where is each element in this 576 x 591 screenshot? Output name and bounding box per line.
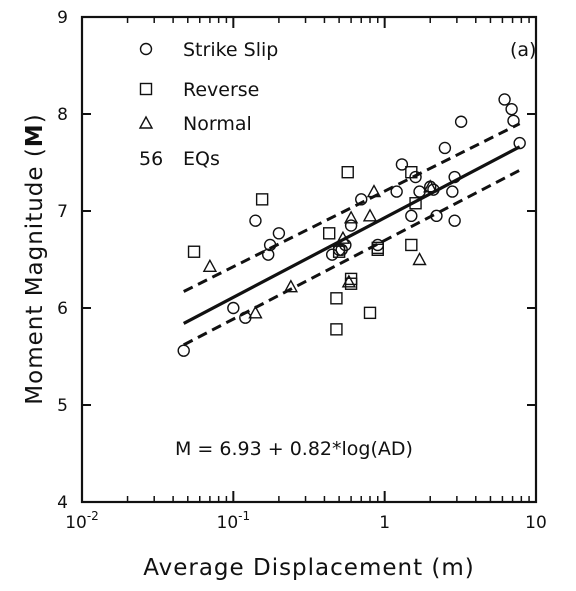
panel-label: (a)	[510, 39, 536, 61]
y-tick-label: 6	[57, 299, 68, 319]
y-tick-label: 8	[57, 105, 68, 125]
strike-slip-point	[390, 185, 403, 198]
reverse-point	[255, 193, 269, 206]
strike-slip-point	[405, 209, 418, 223]
y-axis-title: Moment Magnitude (M)	[22, 113, 48, 404]
plot-frame	[80, 15, 538, 504]
strike-slip-point	[395, 158, 409, 171]
y-tick-label: 5	[57, 396, 68, 416]
normal-point	[423, 179, 438, 193]
strike-slip-point	[272, 227, 286, 240]
y-tick-label: 7	[57, 202, 68, 222]
strike-slip-point	[498, 93, 511, 106]
legend-marker-circle	[139, 42, 153, 56]
reverse-point	[332, 245, 346, 258]
strike-slip-point	[249, 214, 262, 227]
x-tick-label: 1	[379, 513, 390, 533]
normal-point	[202, 258, 218, 272]
strike-slip-point	[227, 301, 240, 315]
strike-slip-point	[430, 209, 443, 223]
x-axis-title: Average Displacement (m)	[143, 555, 475, 581]
confidence-bound-lower	[183, 168, 521, 347]
normal-point	[248, 305, 263, 319]
legend-marker-square	[139, 82, 153, 96]
reverse-point	[330, 292, 343, 305]
y-tick-label: 4	[57, 493, 68, 513]
normal-point	[283, 279, 299, 293]
normal-point	[335, 230, 351, 244]
normal-point	[366, 184, 382, 198]
strike-slip-point	[413, 185, 426, 198]
reverse-point	[341, 165, 354, 179]
legend: Strike Slip Reverse Normal 56 EQs	[138, 39, 278, 170]
normal-point	[343, 210, 359, 224]
reverse-point	[409, 197, 422, 210]
y-tick-label: 9	[57, 8, 68, 28]
legend-count-label: EQs	[183, 148, 220, 170]
confidence-bounds	[183, 122, 521, 347]
strike-slip-point	[339, 238, 352, 252]
strike-slip-point	[513, 136, 526, 150]
legend-label-strike-slip: Strike Slip	[183, 39, 278, 61]
legend-label-normal: Normal	[183, 113, 252, 135]
strike-slip-point	[344, 219, 358, 232]
data-points	[177, 93, 526, 357]
x-tick-label: 10-2	[65, 509, 99, 533]
reverse-point	[187, 245, 201, 258]
regression-line	[182, 145, 521, 325]
reverse-point	[363, 306, 377, 320]
strike-slip-point	[448, 214, 461, 227]
legend-count-value: 56	[139, 148, 163, 170]
reverse-point	[405, 238, 418, 252]
strike-slip-point	[454, 115, 468, 128]
x-axis-ticks: 10-2 10-1 1 10	[65, 17, 547, 533]
regression-equation: M = 6.93 + 0.82*log(AD)	[175, 438, 413, 460]
reverse-point	[322, 227, 336, 240]
legend-marker-triangle	[138, 115, 154, 129]
normal-point	[341, 274, 357, 288]
strike-slip-point	[505, 102, 518, 116]
normal-point	[362, 208, 378, 222]
strike-slip-point	[263, 238, 277, 252]
reverse-point	[371, 241, 384, 255]
legend-label-reverse: Reverse	[183, 79, 259, 101]
strike-slip-point	[448, 170, 461, 184]
strike-slip-point	[438, 141, 452, 155]
reverse-point	[330, 323, 343, 336]
strike-slip-point	[446, 185, 459, 198]
x-tick-label: 10	[525, 513, 547, 533]
strike-slip-point	[177, 344, 190, 357]
regression-fit	[182, 145, 521, 325]
reverse-point	[405, 165, 418, 179]
normal-point	[412, 252, 427, 266]
confidence-bound-upper	[183, 122, 521, 293]
strike-slip-point	[507, 114, 520, 127]
reverse-point	[344, 272, 358, 286]
strike-slip-point	[355, 193, 368, 206]
strike-slip-point	[427, 183, 440, 196]
x-tick-label: 10-1	[217, 509, 251, 533]
strike-slip-point	[262, 248, 275, 261]
